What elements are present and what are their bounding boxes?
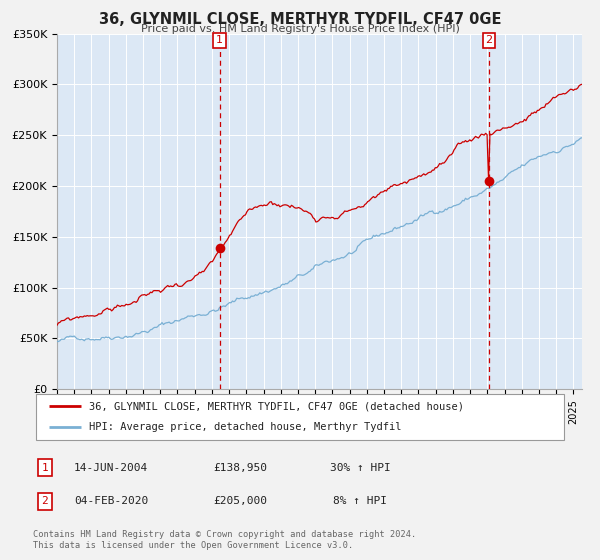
Text: Price paid vs. HM Land Registry's House Price Index (HPI): Price paid vs. HM Land Registry's House … bbox=[140, 24, 460, 34]
Text: 8% ↑ HPI: 8% ↑ HPI bbox=[333, 496, 387, 506]
Text: 30% ↑ HPI: 30% ↑ HPI bbox=[329, 463, 391, 473]
Text: 04-FEB-2020: 04-FEB-2020 bbox=[74, 496, 148, 506]
Text: 1: 1 bbox=[216, 35, 223, 45]
Text: 1: 1 bbox=[41, 463, 49, 473]
FancyBboxPatch shape bbox=[36, 394, 564, 440]
Text: 14-JUN-2004: 14-JUN-2004 bbox=[74, 463, 148, 473]
Text: 36, GLYNMIL CLOSE, MERTHYR TYDFIL, CF47 0GE (detached house): 36, GLYNMIL CLOSE, MERTHYR TYDFIL, CF47 … bbox=[89, 401, 464, 411]
Text: 2: 2 bbox=[41, 496, 49, 506]
Text: Contains HM Land Registry data © Crown copyright and database right 2024.: Contains HM Land Registry data © Crown c… bbox=[33, 530, 416, 539]
Text: 36, GLYNMIL CLOSE, MERTHYR TYDFIL, CF47 0GE: 36, GLYNMIL CLOSE, MERTHYR TYDFIL, CF47 … bbox=[99, 12, 501, 27]
Text: This data is licensed under the Open Government Licence v3.0.: This data is licensed under the Open Gov… bbox=[33, 541, 353, 550]
Text: 2: 2 bbox=[485, 35, 493, 45]
Text: HPI: Average price, detached house, Merthyr Tydfil: HPI: Average price, detached house, Mert… bbox=[89, 422, 401, 432]
Text: £138,950: £138,950 bbox=[213, 463, 267, 473]
Text: £205,000: £205,000 bbox=[213, 496, 267, 506]
